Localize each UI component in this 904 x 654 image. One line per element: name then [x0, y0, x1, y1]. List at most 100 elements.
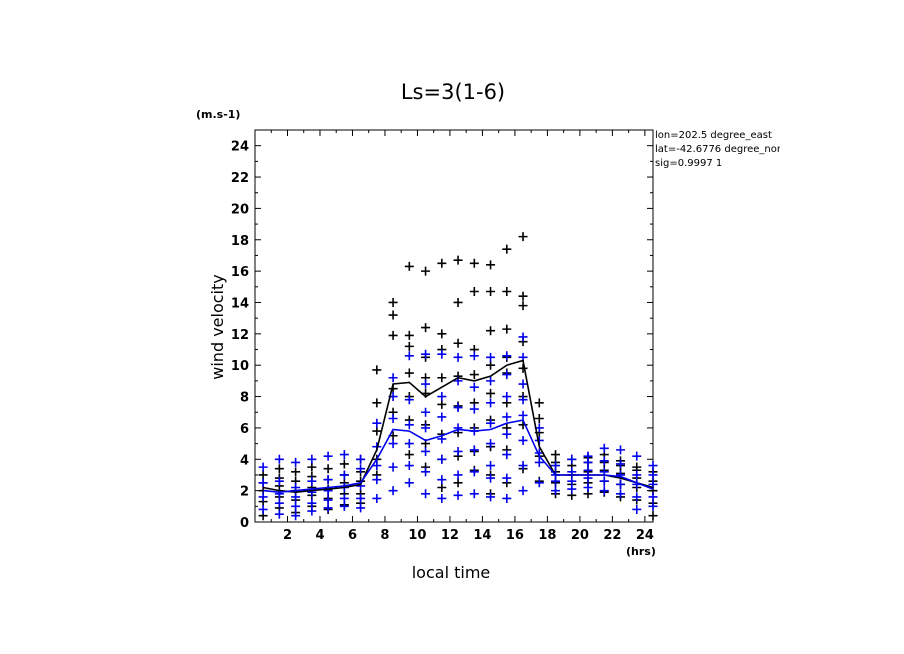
data-point-blue: [437, 454, 447, 464]
data-point-black: [437, 373, 447, 383]
y-tick-label: 24: [231, 140, 249, 155]
info-clip-mask: [780, 125, 904, 175]
data-point-blue: [502, 473, 512, 483]
data-point-blue: [502, 351, 512, 361]
data-point-black: [453, 478, 463, 488]
data-point-blue: [567, 484, 577, 494]
y-tick-label: 16: [231, 265, 249, 280]
data-point-black: [469, 370, 479, 380]
data-point-blue: [567, 454, 577, 464]
x-unit-label: (hrs): [626, 545, 656, 558]
data-point-black: [404, 330, 414, 340]
data-point-black: [486, 388, 496, 398]
data-point-black: [518, 232, 528, 242]
data-point-black: [502, 287, 512, 297]
data-point-blue: [437, 392, 447, 402]
data-point-blue: [453, 470, 463, 480]
data-point-black: [404, 341, 414, 351]
data-point-blue: [599, 443, 609, 453]
data-point-blue: [421, 489, 431, 499]
data-point-blue: [437, 475, 447, 485]
data-point-blue: [469, 467, 479, 477]
data-point-blue: [518, 435, 528, 445]
y-unit-label: (m.s-1): [196, 108, 240, 121]
y-tick-label: 2: [240, 485, 249, 500]
data-point-blue: [616, 479, 626, 489]
data-point-black: [388, 330, 398, 340]
x-tick-label: 12: [441, 528, 459, 543]
data-point-blue: [437, 349, 447, 359]
data-point-blue: [437, 412, 447, 422]
data-point-blue: [421, 446, 431, 456]
data-point-blue: [486, 492, 496, 502]
data-point-blue: [453, 403, 463, 413]
info-line-lon: lon=202.5 degree_east: [655, 130, 772, 141]
data-point-black: [437, 258, 447, 268]
data-point-black: [437, 483, 447, 493]
data-point-blue: [404, 439, 414, 449]
data-point-black: [453, 338, 463, 348]
y-tick-label: 22: [231, 171, 249, 186]
data-point-blue: [599, 476, 609, 486]
data-point-black: [372, 426, 382, 436]
data-point-blue: [632, 504, 642, 514]
data-point-blue: [421, 423, 431, 433]
data-point-black: [486, 260, 496, 270]
data-point-blue: [274, 509, 284, 519]
data-point-blue: [307, 506, 317, 516]
data-point-blue: [258, 462, 268, 472]
data-point-blue: [534, 478, 544, 488]
y-tick-label: 6: [240, 422, 249, 437]
series-line-blue: [263, 419, 654, 494]
data-point-black: [421, 323, 431, 333]
data-point-blue: [518, 486, 528, 496]
data-point-blue: [323, 495, 333, 505]
data-point-black: [372, 365, 382, 375]
x-tick-label: 20: [571, 528, 589, 543]
data-point-black: [534, 398, 544, 408]
data-point-blue: [648, 461, 658, 471]
plot-frame: [254, 129, 654, 523]
data-point-blue: [421, 467, 431, 477]
data-point-blue: [502, 392, 512, 402]
data-point-blue: [502, 429, 512, 439]
series-blue: [258, 332, 658, 521]
data-point-blue: [518, 332, 528, 342]
data-point-black: [486, 326, 496, 336]
data-point-blue: [388, 414, 398, 424]
chart-title: Ls=3(1-6): [401, 80, 505, 104]
data-point-blue: [291, 492, 301, 502]
data-point-blue: [291, 457, 301, 467]
y-tick-label: 4: [240, 453, 249, 468]
data-point-blue: [307, 476, 317, 486]
x-tick-label: 4: [315, 528, 324, 543]
x-tick-label: 22: [603, 528, 621, 543]
data-point-blue: [372, 418, 382, 428]
data-point-blue: [388, 486, 398, 496]
data-point-blue: [356, 464, 366, 474]
data-point-blue: [307, 498, 317, 508]
data-point-black: [486, 287, 496, 297]
data-point-blue: [469, 489, 479, 499]
data-point-black: [534, 414, 544, 424]
data-point-blue: [502, 370, 512, 380]
data-point-black: [307, 462, 317, 472]
data-point-blue: [616, 489, 626, 499]
data-point-blue: [616, 445, 626, 455]
data-point-black: [404, 368, 414, 378]
data-point-blue: [648, 501, 658, 511]
data-point-blue: [339, 470, 349, 480]
x-tick-label: 10: [408, 528, 426, 543]
data-point-blue: [453, 423, 463, 433]
data-point-blue: [388, 439, 398, 449]
data-point-black: [339, 459, 349, 469]
data-point-blue: [632, 470, 642, 480]
data-point-blue: [502, 412, 512, 422]
data-point-blue: [404, 461, 414, 471]
data-point-black: [453, 297, 463, 307]
data-point-black: [404, 261, 414, 271]
y-tick-label: 0: [240, 516, 249, 531]
data-point-black: [388, 310, 398, 320]
data-point-black: [551, 450, 561, 460]
